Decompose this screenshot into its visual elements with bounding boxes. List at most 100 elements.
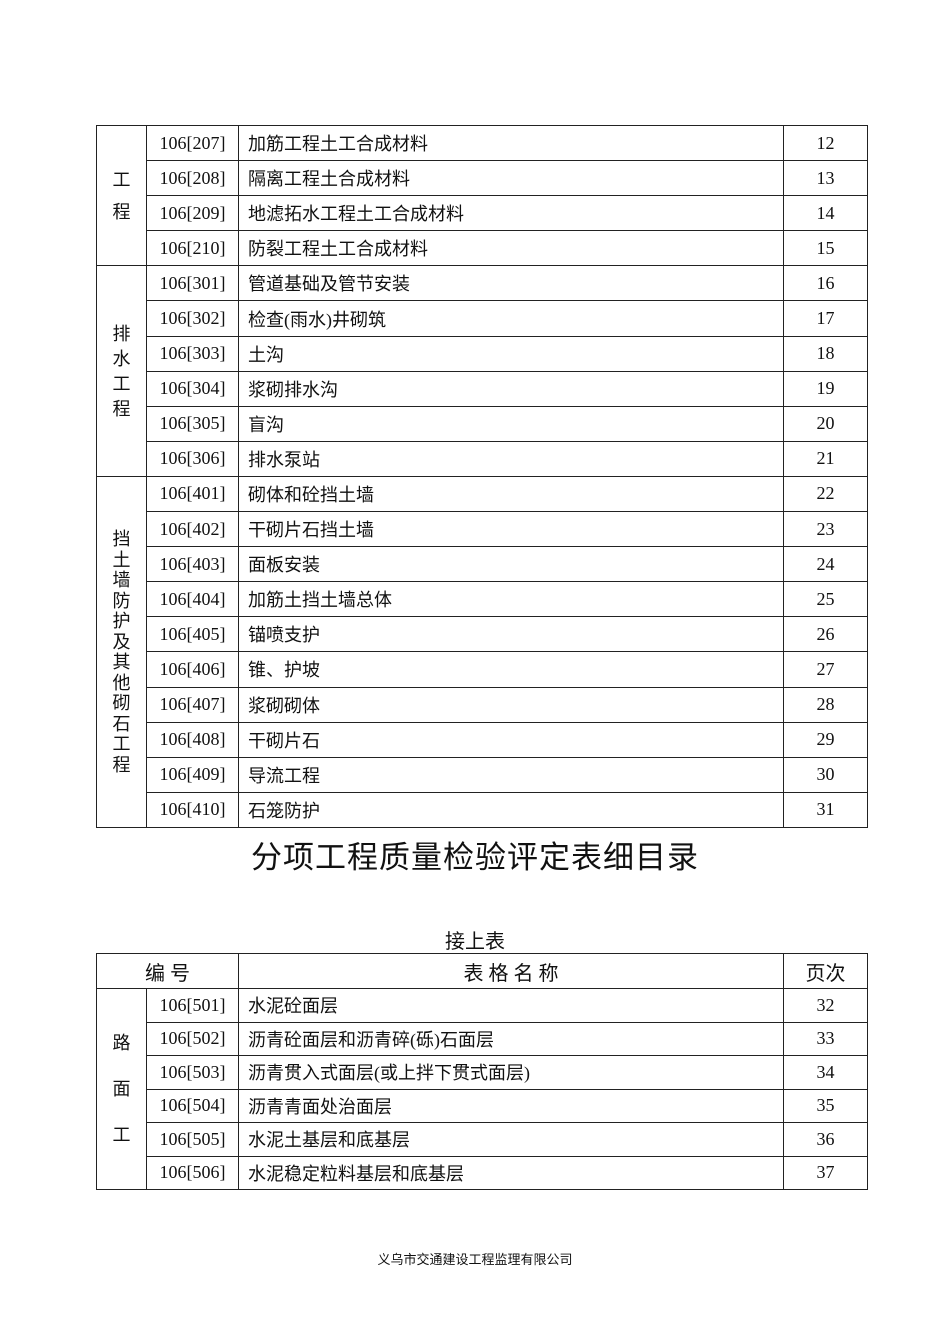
name-cell: 管道基础及管节安装 [238, 265, 784, 302]
catalog-table-bottom: 编 号 表 格 名 称 页次 路面工 106[501] 水泥砼面层 32 106[502… [96, 953, 868, 1190]
code-cell: 106[403] [146, 546, 239, 583]
table-row: 106[407] 浆砌砌体 28 [97, 686, 868, 723]
name-cell: 锥、护坡 [238, 651, 784, 688]
group-label-char: 他 [112, 672, 131, 693]
code-cell: 106[207] [146, 124, 239, 162]
name-cell: 石笼防护 [238, 791, 784, 828]
group-label-char: 面 [112, 1079, 131, 1099]
name-cell: 干砌片石 [238, 721, 784, 758]
code-cell: 106[409] [146, 756, 239, 793]
group-label: 排水工程 [96, 265, 147, 477]
table-row: 106[410] 石笼防护 31 [97, 791, 868, 828]
page-cell: 28 [783, 686, 868, 723]
page-cell: 36 [783, 1122, 868, 1157]
table-row: 排水工程 106[301] 管道基础及管节安装 16 [96, 265, 868, 477]
name-cell: 锚喷支护 [238, 616, 784, 653]
page-cell: 16 [783, 265, 868, 302]
table-row: 106[210] 防裂工程土工合成材料 15 [97, 230, 868, 267]
code-cell: 106[410] [146, 791, 239, 828]
table-row: 106[408] 干砌片石 29 [97, 721, 868, 758]
page-cell: 14 [783, 195, 868, 232]
name-cell: 盲沟 [238, 405, 784, 442]
code-cell: 106[210] [146, 230, 239, 267]
group-label-char: 工 [112, 734, 131, 755]
code-cell: 106[502] [146, 1021, 239, 1056]
name-cell: 浆砌排水沟 [238, 370, 784, 407]
group-label-char: 其 [112, 652, 131, 673]
code-cell: 106[405] [146, 616, 239, 653]
group-label-char: 路 [112, 1033, 131, 1053]
table-row: 106[405] 锚喷支护 26 [97, 616, 868, 653]
code-cell: 106[505] [146, 1122, 239, 1157]
code-cell: 106[304] [146, 370, 239, 407]
page-cell: 17 [783, 300, 868, 337]
code-cell: 106[504] [146, 1088, 239, 1123]
code-cell: 106[404] [146, 581, 239, 618]
name-cell: 水泥稳定粒料基层和底基层 [238, 1155, 784, 1190]
table-row: 106[406] 锥、护坡 27 [97, 651, 868, 688]
code-cell: 106[303] [146, 335, 239, 372]
name-cell: 浆砌砌体 [238, 686, 784, 723]
table-row: 工程 106[207] 加筋工程土工合成材料 12 [96, 124, 868, 267]
page-cell: 23 [783, 511, 868, 548]
page-cell: 32 [783, 988, 868, 1023]
continued-label: 接上表 [445, 931, 505, 953]
page-cell: 13 [783, 160, 868, 197]
name-cell: 沥青贯入式面层(或上拌下贯式面层) [238, 1055, 784, 1090]
name-cell: 面板安装 [238, 546, 784, 583]
table-row: 路面工 106[501] 水泥砼面层 32 [96, 988, 868, 1190]
code-cell: 106[503] [146, 1055, 239, 1090]
group-label-char: 工 [112, 169, 131, 190]
group-label-char: 防 [112, 590, 131, 611]
code-cell: 106[501] [146, 988, 239, 1023]
page-cell: 33 [783, 1021, 868, 1056]
group-label-char: 工 [112, 373, 131, 394]
name-cell: 隔离工程土合成材料 [238, 160, 784, 197]
page-cell: 25 [783, 581, 868, 618]
table-row: 106[409] 导流工程 30 [97, 756, 868, 793]
table-row: 106[505] 水泥土基层和底基层 36 [97, 1122, 868, 1157]
page-title: 分项工程质量检验评定表细目录 [251, 840, 699, 876]
table-row: 106[503] 沥青贯入式面层(或上拌下贯式面层) 34 [97, 1055, 868, 1090]
group-label-char: 砌 [112, 693, 131, 714]
name-cell: 沥青青面处治面层 [238, 1088, 784, 1123]
table-row: 106[504] 沥青青面处治面层 35 [97, 1088, 868, 1123]
group-label: 工程 [96, 124, 147, 267]
name-cell: 加筋土挡土墙总体 [238, 581, 784, 618]
table-row: 106[303] 土沟 18 [97, 335, 868, 372]
code-cell: 106[408] [146, 721, 239, 758]
page-cell: 35 [783, 1088, 868, 1123]
table-row: 106[302] 检查(雨水)井砌筑 17 [97, 300, 868, 337]
header-page: 页次 [783, 953, 868, 989]
code-cell: 106[305] [146, 405, 239, 442]
group-label-char: 挡 [112, 529, 131, 550]
name-cell: 水泥土基层和底基层 [238, 1122, 784, 1157]
code-cell: 106[402] [146, 511, 239, 548]
table-row: 106[402] 干砌片石挡土墙 23 [97, 511, 868, 548]
name-cell: 土沟 [238, 335, 784, 372]
page-cell: 21 [783, 440, 868, 477]
page-cell: 27 [783, 651, 868, 688]
page-cell: 22 [783, 475, 868, 513]
page-cell: 24 [783, 546, 868, 583]
page-cell: 30 [783, 756, 868, 793]
group-label-char: 工 [112, 1125, 131, 1145]
code-cell: 106[401] [146, 475, 239, 513]
page-cell: 19 [783, 370, 868, 407]
catalog-table-top: 工程 106[207] 加筋工程土工合成材料 12 106[208] 隔离工程土合成材料 1… [96, 124, 868, 828]
group-label-char: 石 [112, 713, 131, 734]
group-label: 路面工 [96, 988, 147, 1190]
group-label-char: 程 [112, 754, 131, 775]
table-row: 106[304] 浆砌排水沟 19 [97, 370, 868, 407]
code-cell: 106[306] [146, 440, 239, 477]
header-row: 编 号 表 格 名 称 页次 [96, 953, 868, 989]
footer-company: 义乌市交通建设工程监理有限公司 [377, 1252, 573, 1267]
group-label-char: 排 [112, 323, 131, 344]
code-cell: 106[506] [146, 1155, 239, 1190]
code-cell: 106[209] [146, 195, 239, 232]
code-cell: 106[302] [146, 300, 239, 337]
code-cell: 106[208] [146, 160, 239, 197]
table-row: 挡土墙防护及其他砌石工程 106[401] 砌体和砼挡土墙 22 [96, 475, 868, 828]
table-row: 106[305] 盲沟 20 [97, 405, 868, 442]
group-label: 挡土墙防护及其他砌石工程 [96, 475, 147, 828]
